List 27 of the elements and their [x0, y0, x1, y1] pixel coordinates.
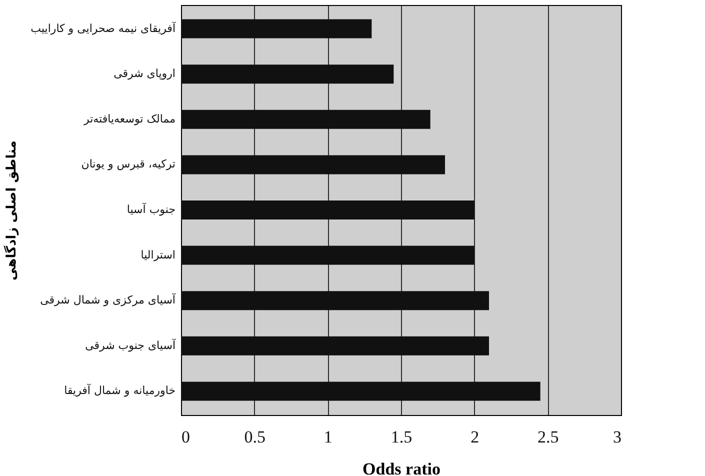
bar: [181, 200, 474, 220]
bar: [181, 19, 372, 38]
y-axis-title: مناطق اصلی زادگاهی: [4, 140, 20, 280]
x-axis-title: Odds ratio: [362, 460, 440, 476]
y-tick-label: جنوب آسیا: [126, 202, 176, 216]
bar: [181, 64, 394, 84]
y-tick-label: اروپای شرقی: [114, 67, 176, 80]
bar: [181, 291, 489, 310]
y-tick-label: آسیای جنوب شرقی: [85, 338, 176, 352]
x-tick-label: 3: [613, 428, 622, 446]
y-tick-label: آفریقای نیمه صحرایی و کاراییب: [30, 20, 176, 35]
y-tick-label: استرالیا: [140, 248, 176, 262]
x-tick-label: 1.5: [390, 428, 412, 446]
y-tick-label: خاورمیانه و شمال آفریقا: [64, 383, 176, 398]
bar: [181, 155, 445, 174]
y-tick-label: آسیای مرکزی و شمال شرقی: [40, 292, 176, 307]
y-tick-label: ممالک توسعه‌یافته‌تر: [83, 112, 176, 126]
bar: [181, 382, 540, 401]
y-tick-label: ترکیه، قبرس و یونان: [81, 158, 176, 171]
x-tick-label: 0: [182, 428, 190, 446]
bar: [181, 110, 430, 129]
bar: [181, 336, 489, 356]
x-tick-label: 1: [324, 428, 332, 446]
x-tick-label: 0.5: [244, 428, 266, 446]
bar: [181, 246, 474, 265]
x-tick-label: 2.5: [538, 428, 559, 446]
x-tick-label: 2: [470, 428, 480, 446]
